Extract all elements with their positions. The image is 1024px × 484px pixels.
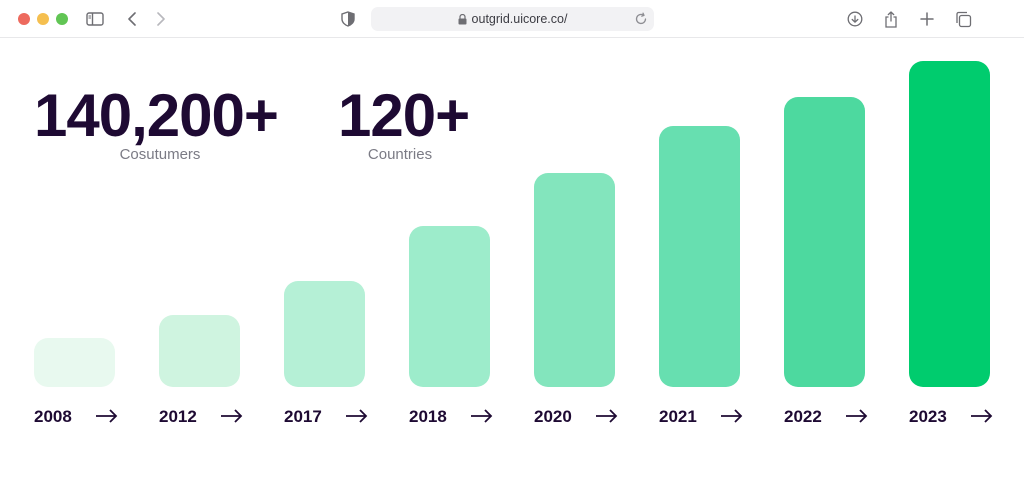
bar-2022	[784, 97, 865, 387]
new-tab-icon[interactable]	[916, 8, 938, 30]
address-bar[interactable]: outgrid.uicore.co/	[371, 7, 654, 31]
tabs-overview-icon[interactable]	[952, 8, 974, 30]
bar-label-2008: 2008	[34, 407, 72, 426]
bar-2021	[659, 126, 740, 387]
arrow-right-icon[interactable]	[96, 409, 118, 423]
bar-label-2022: 2022	[784, 407, 822, 426]
bar-label-2017: 2017	[284, 407, 322, 426]
arrow-right-icon[interactable]	[471, 409, 493, 423]
bar-label-2020: 2020	[534, 407, 572, 426]
download-icon[interactable]	[844, 8, 866, 30]
arrow-right-icon[interactable]	[346, 409, 368, 423]
bar-2008	[34, 338, 115, 387]
customers-label: Cosutumers	[119, 146, 201, 163]
bar-2023	[909, 61, 990, 387]
back-icon[interactable]	[121, 8, 143, 30]
arrow-right-icon[interactable]	[596, 409, 618, 423]
arrow-right-icon[interactable]	[221, 409, 243, 423]
bar-label-2023: 2023	[909, 407, 947, 426]
bar-2012	[159, 315, 240, 387]
bar-label-2012: 2012	[159, 407, 197, 426]
reload-icon[interactable]	[634, 12, 648, 26]
shield-icon[interactable]	[337, 8, 359, 30]
bar-label-2018: 2018	[409, 407, 447, 426]
arrow-right-icon[interactable]	[971, 409, 993, 423]
bar-2018	[409, 226, 490, 387]
lock-icon	[458, 13, 467, 24]
share-icon[interactable]	[880, 8, 902, 30]
url-text: outgrid.uicore.co/	[471, 12, 568, 26]
zoom-window-button[interactable]	[56, 13, 68, 25]
bar-2020	[534, 173, 615, 387]
minimize-window-button[interactable]	[37, 13, 49, 25]
growth-bar-chart: 2008 2012 2017 2018 2020 2021 2022 2023	[34, 61, 993, 426]
arrow-right-icon[interactable]	[846, 409, 868, 423]
customers-count: 140,200+	[34, 82, 279, 149]
browser-toolbar: outgrid.uicore.co/	[0, 0, 1024, 38]
arrow-right-icon[interactable]	[721, 409, 743, 423]
forward-icon[interactable]	[150, 8, 172, 30]
close-window-button[interactable]	[18, 13, 30, 25]
countries-count: 120+	[338, 82, 470, 149]
countries-label: Countries	[367, 146, 433, 163]
bar-2017	[284, 281, 365, 387]
sidebar-icon[interactable]	[84, 8, 106, 30]
bar-label-2021: 2021	[659, 407, 697, 426]
